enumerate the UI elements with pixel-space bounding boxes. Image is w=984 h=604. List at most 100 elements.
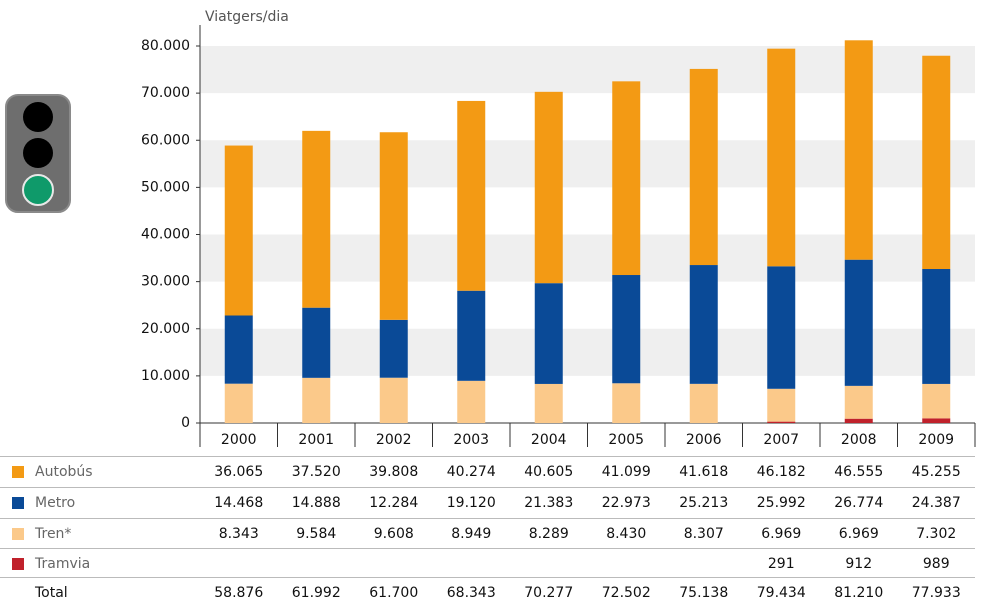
table-value: 21.383 — [524, 495, 573, 511]
total-label: Total — [34, 585, 68, 601]
bar-segment — [922, 383, 951, 419]
legend-swatch — [12, 558, 24, 570]
table-value: 14.468 — [214, 495, 263, 511]
total-value: 72.502 — [602, 585, 651, 601]
x-tick-label: 2007 — [763, 432, 799, 448]
bar-segment — [379, 377, 408, 423]
table-value: 8.343 — [219, 526, 259, 542]
table-value: 41.099 — [602, 464, 651, 480]
bar-segment — [224, 145, 253, 316]
bar-segment — [302, 377, 331, 423]
bar-segment — [379, 319, 408, 378]
x-tick-label: 2002 — [376, 432, 412, 448]
bar-segment — [224, 315, 253, 384]
x-tick-label: 2003 — [453, 432, 489, 448]
y-tick-label: 30.000 — [141, 274, 190, 290]
bar-segment — [612, 81, 641, 276]
bar-segment — [922, 55, 951, 270]
table-value: 8.307 — [684, 526, 724, 542]
bar-segment — [767, 48, 796, 267]
table-value: 41.618 — [679, 464, 728, 480]
light-green — [22, 174, 54, 206]
traffic-light — [5, 94, 71, 213]
table-value: 45.255 — [912, 464, 961, 480]
table-value: 37.520 — [292, 464, 341, 480]
y-tick-label: 50.000 — [141, 179, 190, 195]
bar-segment — [457, 100, 486, 291]
table-value: 24.387 — [912, 495, 961, 511]
y-tick-label: 80.000 — [141, 38, 190, 54]
x-tick-label: 2001 — [298, 432, 334, 448]
bar-segment — [457, 380, 486, 423]
y-axis-label: Viatgers/dia — [205, 9, 289, 25]
bar-segment — [689, 68, 718, 266]
bar-segment — [844, 385, 873, 419]
legend-label: Tren* — [34, 526, 71, 542]
bar-segment — [302, 130, 331, 308]
y-tick-label: 40.000 — [141, 227, 190, 243]
bar-segment — [767, 388, 796, 422]
bar-segment — [534, 383, 563, 423]
table-value: 26.774 — [834, 495, 883, 511]
table-value: 6.969 — [839, 526, 879, 542]
table-value: 46.182 — [757, 464, 806, 480]
table-value: 40.274 — [447, 464, 496, 480]
total-value: 79.434 — [757, 585, 806, 601]
bar-segment — [534, 91, 563, 284]
total-value: 61.700 — [369, 585, 418, 601]
legend-swatch — [12, 497, 24, 509]
light-off — [23, 102, 53, 132]
table-value: 8.430 — [606, 526, 646, 542]
table-value: 22.973 — [602, 495, 651, 511]
table-value: 19.120 — [447, 495, 496, 511]
x-tick-label: 2008 — [841, 432, 877, 448]
total-value: 75.138 — [679, 585, 728, 601]
y-tick-label: 10.000 — [141, 368, 190, 384]
table-value: 8.949 — [451, 526, 491, 542]
bar-segment — [689, 383, 718, 423]
total-value: 58.876 — [214, 585, 263, 601]
table-value: 7.302 — [916, 526, 956, 542]
bar-segment — [224, 383, 253, 423]
total-value: 81.210 — [834, 585, 883, 601]
table-value: 6.969 — [761, 526, 801, 542]
bar-segment — [612, 383, 641, 423]
legend-label: Tramvia — [34, 556, 90, 572]
y-tick-label: 60.000 — [141, 132, 190, 148]
bar-segment — [612, 275, 641, 384]
bar-segment — [844, 418, 873, 423]
bar-segment — [767, 421, 796, 423]
bar-segment — [844, 40, 873, 260]
total-value: 61.992 — [292, 585, 341, 601]
x-tick-label: 2005 — [608, 432, 644, 448]
bar-segment — [922, 418, 951, 423]
bar-segment — [844, 259, 873, 386]
bar-segment — [302, 307, 331, 378]
bar-segment — [922, 269, 951, 384]
bar-segment — [534, 283, 563, 384]
x-tick-label: 2009 — [918, 432, 954, 448]
table-value: 9.608 — [374, 526, 414, 542]
total-value: 68.343 — [447, 585, 496, 601]
table-value: 989 — [923, 556, 950, 572]
bar-segment — [379, 132, 408, 320]
table-value: 12.284 — [369, 495, 418, 511]
table-value: 46.555 — [834, 464, 883, 480]
table-value: 291 — [768, 556, 795, 572]
table-value: 25.992 — [757, 495, 806, 511]
legend-label: Metro — [35, 495, 75, 511]
table-value: 8.289 — [529, 526, 569, 542]
x-tick-label: 2004 — [531, 432, 567, 448]
total-value: 77.933 — [912, 585, 961, 601]
y-tick-label: 0 — [181, 415, 190, 431]
light-off — [23, 138, 53, 168]
bar-segment — [767, 266, 796, 389]
table-value: 25.213 — [679, 495, 728, 511]
legend-swatch — [12, 528, 24, 540]
total-value: 70.277 — [524, 585, 573, 601]
table-value: 36.065 — [214, 464, 263, 480]
legend-label: Autobús — [35, 464, 93, 480]
x-tick-label: 2006 — [686, 432, 722, 448]
table-value: 9.584 — [296, 526, 336, 542]
